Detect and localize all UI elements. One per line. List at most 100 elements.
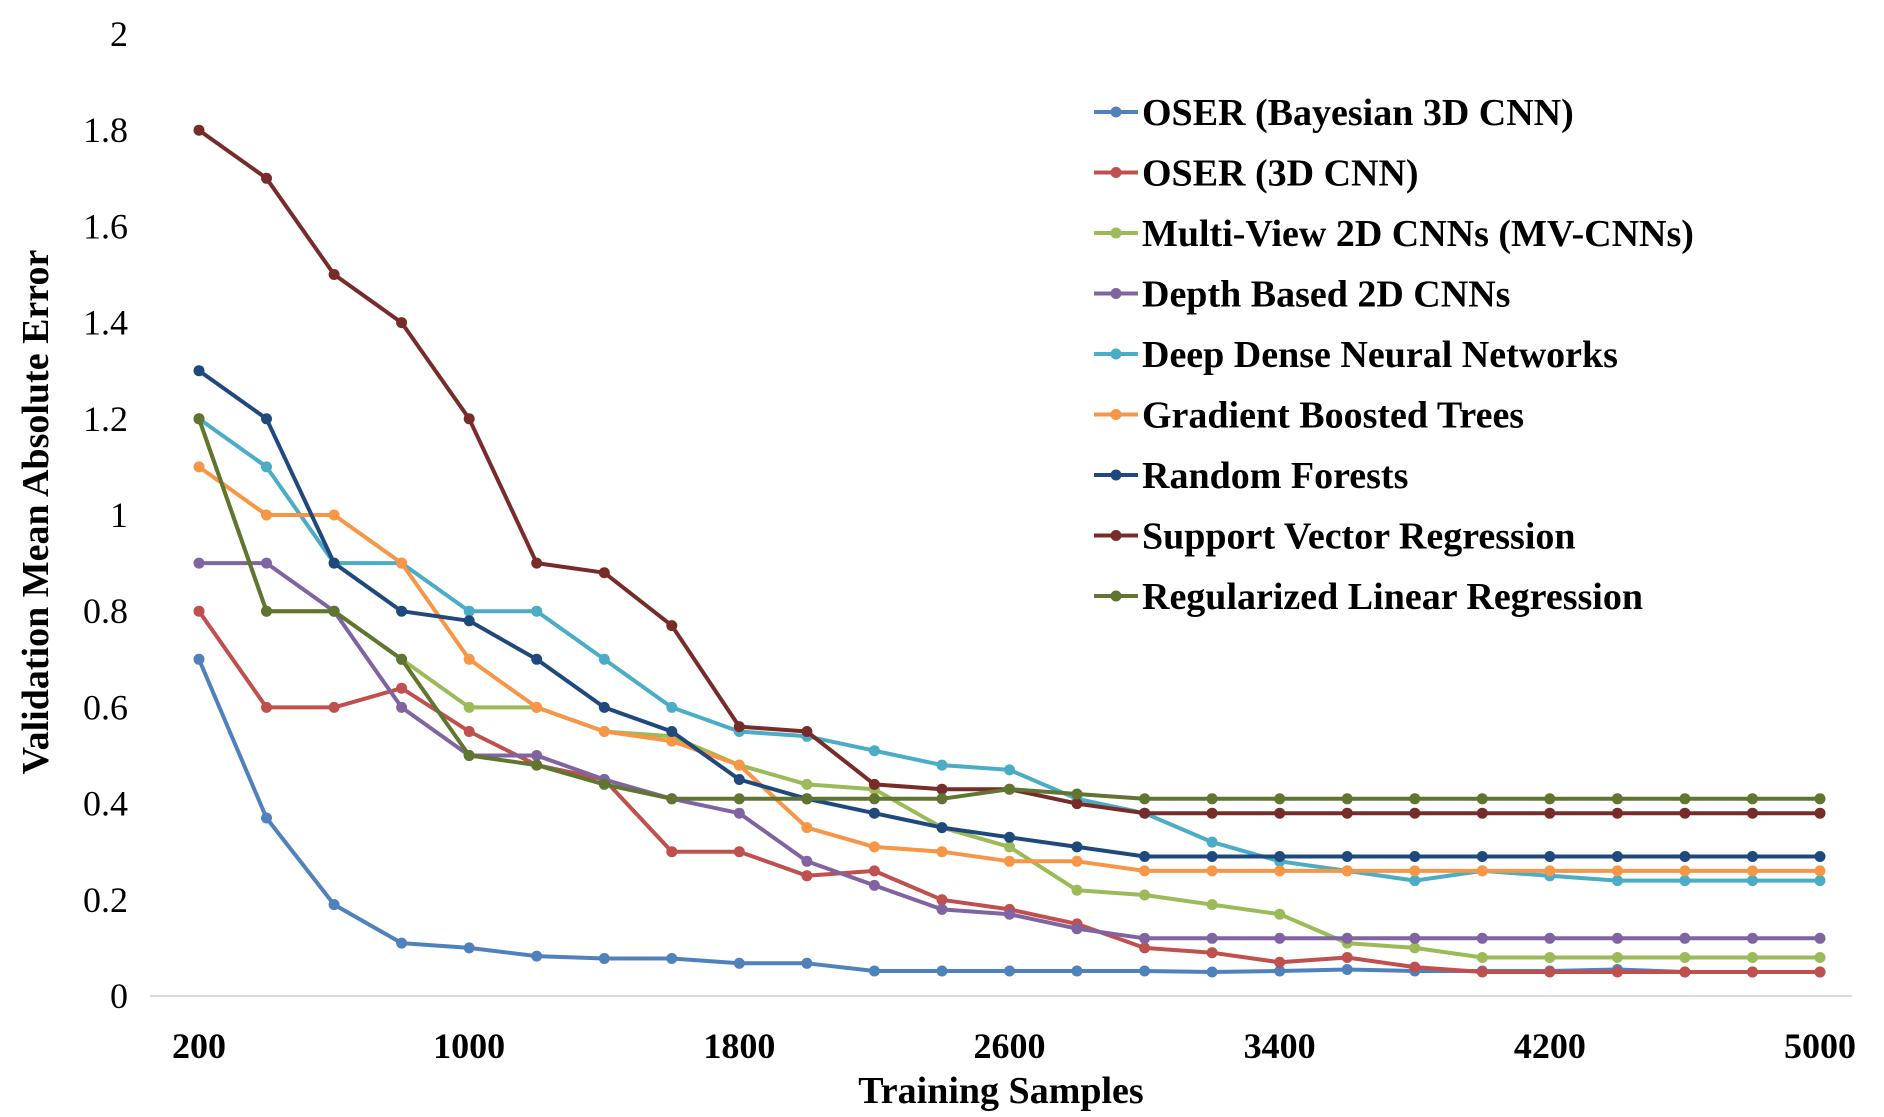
data-point — [396, 937, 408, 949]
data-point — [1679, 807, 1691, 819]
data-point — [666, 735, 678, 747]
data-point — [1814, 851, 1826, 862]
data-point — [1206, 947, 1218, 959]
data-point — [1206, 836, 1218, 848]
x-tick-label: 1000 — [433, 1026, 505, 1066]
series-group — [193, 461, 1826, 877]
data-point — [1814, 807, 1826, 819]
data-point — [936, 793, 948, 805]
data-point — [1071, 923, 1083, 935]
data-point — [801, 778, 813, 790]
data-point — [936, 903, 948, 915]
data-point — [1409, 932, 1421, 944]
data-point — [1341, 793, 1353, 805]
data-point — [463, 726, 475, 737]
data-point — [1747, 793, 1758, 805]
data-point — [936, 783, 948, 795]
x-tick-label: 200 — [172, 1026, 226, 1066]
data-point — [261, 605, 272, 617]
y-axis-ticks: 0 0.2 0.4 0.6 0.8 1 1.2 1.4 1.6 1.8 2 — [83, 14, 128, 1016]
data-point — [1476, 865, 1488, 877]
data-point — [1679, 865, 1691, 877]
data-point — [1544, 807, 1556, 819]
data-point — [531, 653, 543, 665]
data-point — [666, 793, 678, 805]
data-point — [1274, 908, 1286, 920]
data-point — [193, 365, 205, 377]
data-point — [1409, 793, 1421, 805]
legend-item: Gradient Boosted Trees — [1094, 395, 1524, 437]
data-point — [1274, 865, 1286, 877]
data-point — [1476, 851, 1488, 862]
data-point — [328, 605, 340, 617]
data-point — [666, 953, 678, 964]
data-point — [1476, 932, 1488, 944]
x-axis-ticks: 200 1000 1800 2600 3400 4200 5000 — [172, 1026, 1856, 1066]
data-point — [1004, 764, 1015, 776]
y-tick-label: 0.4 — [83, 784, 128, 824]
data-point — [868, 745, 880, 757]
data-point — [1341, 964, 1353, 975]
legend-item: Depth Based 2D CNNs — [1094, 274, 1510, 316]
legend-item: Support Vector Regression — [1094, 516, 1576, 558]
data-point — [1341, 932, 1353, 944]
data-point — [1341, 952, 1353, 963]
y-tick-label: 2 — [110, 14, 128, 54]
data-point — [1004, 855, 1015, 867]
y-tick-label: 0.8 — [83, 591, 128, 631]
legend-swatch-marker — [1110, 167, 1122, 178]
data-point — [1004, 783, 1015, 795]
data-point — [531, 950, 543, 962]
data-point — [193, 413, 205, 425]
data-point — [1206, 966, 1218, 978]
data-point — [1274, 851, 1286, 862]
y-tick-label: 0 — [110, 976, 128, 1016]
data-point — [1071, 884, 1083, 896]
data-point — [1679, 966, 1691, 978]
legend-swatch-marker — [1110, 530, 1122, 541]
data-point — [598, 567, 610, 579]
data-point — [868, 807, 880, 819]
data-point — [1611, 932, 1623, 944]
data-point — [666, 726, 678, 737]
data-point — [1341, 807, 1353, 819]
x-tick-label: 1800 — [703, 1026, 775, 1066]
data-point — [1206, 865, 1218, 877]
data-point — [1544, 932, 1556, 944]
data-point — [1679, 793, 1691, 805]
data-point — [1814, 875, 1826, 887]
data-point — [1679, 952, 1691, 963]
legend-swatch-marker — [1110, 590, 1122, 602]
data-point — [598, 701, 610, 713]
data-point — [733, 721, 745, 733]
data-point — [1139, 965, 1151, 977]
data-point — [1206, 932, 1218, 944]
data-point — [868, 841, 880, 853]
data-point — [531, 701, 543, 713]
data-point — [1409, 875, 1421, 887]
data-point — [1341, 851, 1353, 862]
data-point — [936, 822, 948, 834]
data-point — [396, 317, 408, 329]
legend-swatch-marker — [1110, 409, 1122, 420]
data-point — [396, 557, 408, 569]
data-point — [261, 413, 272, 425]
series-group — [193, 365, 1826, 862]
data-point — [261, 172, 272, 184]
data-point — [193, 461, 205, 473]
data-point — [328, 701, 340, 713]
data-point — [396, 605, 408, 617]
data-point — [463, 605, 475, 617]
legend-label: Multi-View 2D CNNs (MV-CNNs) — [1142, 213, 1694, 255]
data-point — [463, 615, 475, 627]
data-point — [1139, 932, 1151, 944]
data-point — [733, 846, 745, 858]
data-point — [1611, 807, 1623, 819]
data-point — [1679, 875, 1691, 887]
data-point — [261, 461, 272, 473]
data-point — [193, 605, 205, 617]
legend-label: OSER (3D CNN) — [1142, 153, 1419, 195]
data-point — [1814, 966, 1826, 978]
data-point — [1814, 865, 1826, 877]
data-point — [936, 965, 948, 977]
